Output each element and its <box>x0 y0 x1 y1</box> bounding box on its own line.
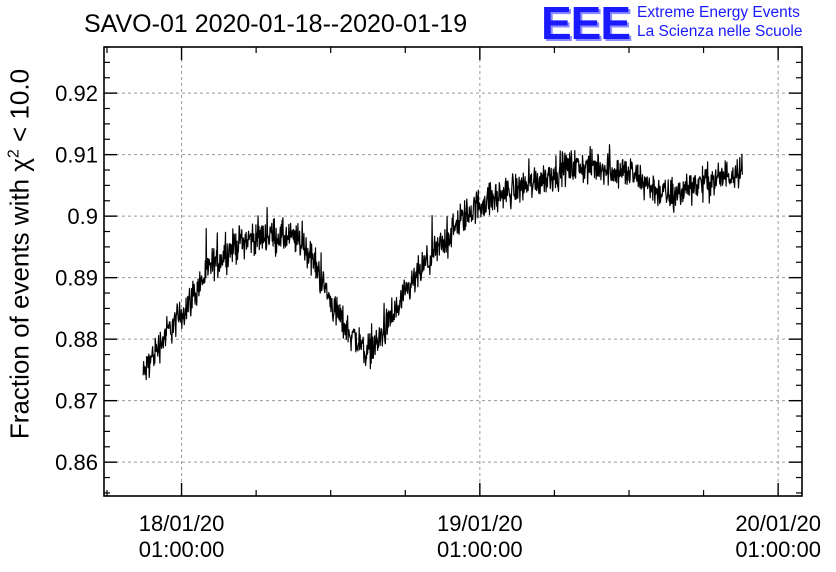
ticks <box>104 46 802 496</box>
x-tick-label-time: 01:00:00 <box>139 537 225 562</box>
x-tick-label-time: 01:00:00 <box>735 537 821 562</box>
y-axis-label-prefix: Fraction of events with <box>4 171 35 440</box>
logo-line-2: La Scienza nelle Scuole <box>637 23 803 40</box>
y-tick-label: 0.92 <box>55 81 98 106</box>
x-tick-label-date: 20/01/20 <box>735 511 821 536</box>
y-tick-labels: 0.86 0.87 0.88 0.89 0.9 0.91 0.92 <box>55 81 98 475</box>
x-tick-label-date: 19/01/20 <box>437 511 523 536</box>
x-tick-labels: 18/01/2001:00:0019/01/2001:00:0020/01/20… <box>139 511 821 562</box>
y-tick-label: 0.9 <box>67 204 98 229</box>
y-axis-label: Fraction of events with χ2 < 10.0 <box>5 69 36 439</box>
eee-logo: EEE <box>541 0 631 49</box>
y-axis-label-superscript: 2 <box>5 149 23 159</box>
series-line <box>142 144 743 381</box>
x-tick-label-date: 18/01/20 <box>139 511 225 536</box>
series-group <box>142 144 743 381</box>
logo-caption: Extreme Energy Events La Scienza nelle S… <box>637 3 802 41</box>
chart-title: SAVO-01 2020-01-18--2020-01-19 <box>84 10 468 38</box>
y-axis-label-suffix: < 10.0 <box>4 68 35 150</box>
plot-frame <box>103 46 803 497</box>
chi-symbol: χ <box>4 158 35 172</box>
x-tick-label-time: 01:00:00 <box>437 537 523 562</box>
y-tick-label: 0.88 <box>55 327 98 352</box>
y-tick-label: 0.86 <box>55 450 98 475</box>
y-tick-label: 0.89 <box>55 266 98 291</box>
y-tick-label: 0.91 <box>55 143 98 168</box>
y-tick-label: 0.87 <box>55 389 98 414</box>
logo-line-1: Extreme Energy Events <box>637 4 800 21</box>
